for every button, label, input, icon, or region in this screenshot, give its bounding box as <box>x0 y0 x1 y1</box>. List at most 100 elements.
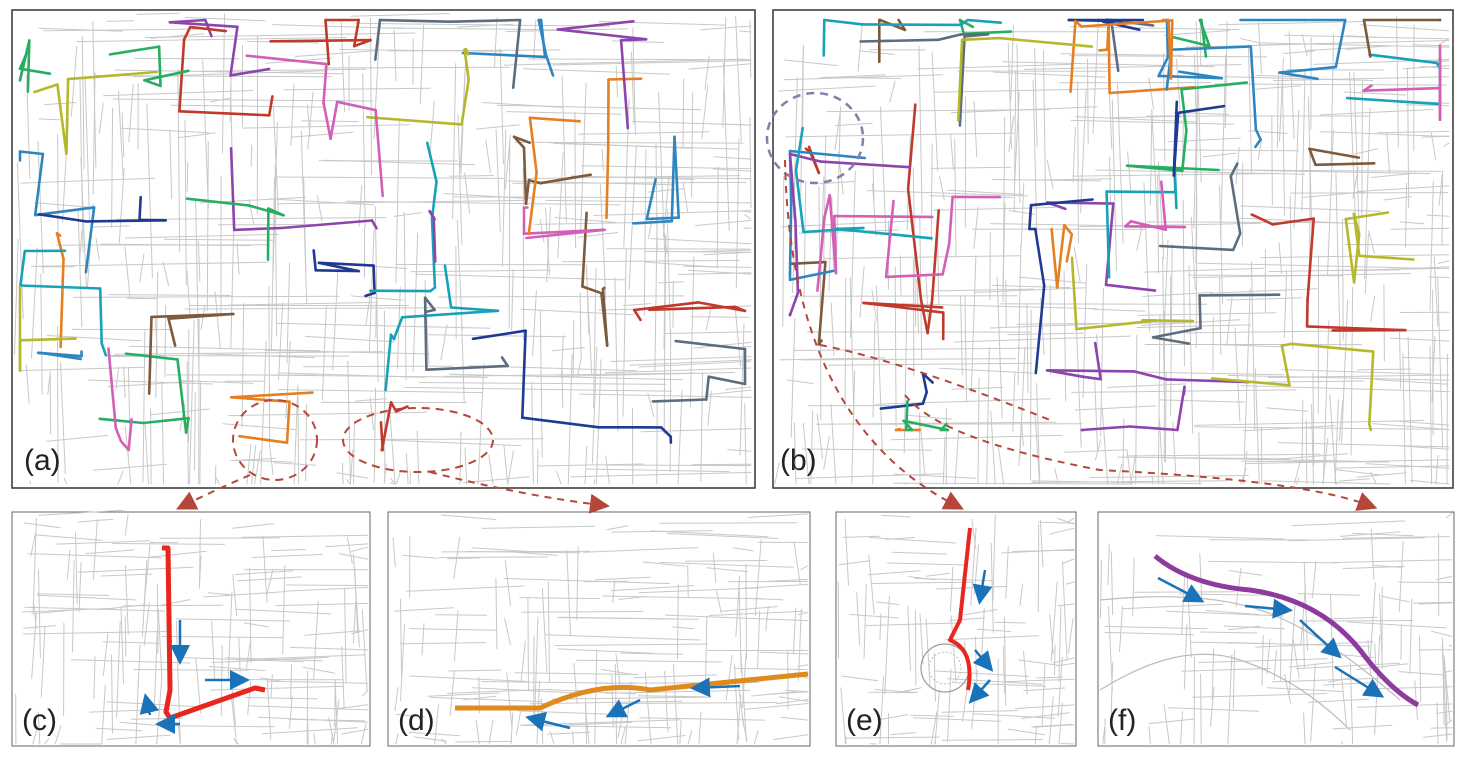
bus-route-segment <box>430 180 438 220</box>
road-segment <box>1209 288 1318 294</box>
road-segment <box>672 664 679 745</box>
bus-route-segment <box>1254 138 1262 149</box>
road-segment <box>266 569 274 596</box>
bus-route-segment <box>1029 198 1094 207</box>
road-segment <box>849 277 855 416</box>
road-segment <box>294 50 378 57</box>
bus-route-segment <box>1308 147 1361 159</box>
road-segment <box>663 246 666 350</box>
bus-route-segment <box>936 33 962 42</box>
road-segment <box>266 680 369 684</box>
bus-route-segment <box>384 333 393 392</box>
road-segment <box>1004 678 1075 683</box>
road-segment <box>522 719 681 726</box>
road-segment <box>211 620 216 680</box>
road-segment <box>283 586 369 592</box>
arrow-icon <box>1299 619 1342 659</box>
road-segment <box>672 626 694 630</box>
road-segment <box>725 386 752 390</box>
road-segment <box>826 109 1050 113</box>
road-segment <box>930 711 938 745</box>
road-segment <box>1057 656 1063 717</box>
road-segment <box>1155 535 1285 540</box>
road-segment <box>933 653 936 702</box>
road-segment <box>582 547 698 553</box>
road-segment <box>533 19 537 61</box>
road-segment <box>851 370 856 485</box>
bus-route-segment <box>1028 203 1033 231</box>
road-segment <box>845 735 847 745</box>
callout-connectors <box>176 159 1378 514</box>
bus-route-segment <box>1109 18 1120 73</box>
bus-route-segment <box>322 62 328 104</box>
bus-route-segment <box>370 219 378 230</box>
road-segment <box>601 149 604 172</box>
road-segment <box>1198 658 1328 663</box>
road-segment <box>400 624 405 702</box>
road-segment <box>1036 676 1063 679</box>
road-segment <box>960 295 963 376</box>
road-segment <box>1014 704 1075 710</box>
bus-route-segment <box>167 312 235 321</box>
road-segment <box>555 470 562 485</box>
road-segment <box>520 308 634 316</box>
road-segment <box>290 131 354 138</box>
road-segment <box>716 590 722 614</box>
road-segment <box>43 28 198 32</box>
bus-route-segment <box>267 207 285 217</box>
road-segment <box>415 273 626 281</box>
arrow-icon <box>690 677 741 698</box>
road-segment <box>1261 635 1264 686</box>
road-segment <box>238 637 241 673</box>
road-segment <box>802 44 804 137</box>
road-segment <box>144 422 149 485</box>
road-segment <box>947 189 1024 195</box>
road-segment <box>198 519 201 589</box>
road-segment <box>1405 104 1450 107</box>
road-segment <box>245 640 251 669</box>
road-segment <box>909 714 954 717</box>
road-segment <box>1260 254 1450 259</box>
road-segment <box>739 210 752 213</box>
road-segment <box>1034 725 1038 745</box>
road-segment <box>243 622 269 628</box>
road-segment <box>1163 239 1169 349</box>
road-segment <box>1361 80 1363 216</box>
road-segment <box>24 522 61 529</box>
bus-route-segment <box>143 69 190 82</box>
road-segment <box>1402 357 1450 359</box>
road-segment <box>1100 287 1104 437</box>
bus-route-segment <box>879 402 925 410</box>
road-segment <box>782 176 785 327</box>
road-segment <box>449 175 494 177</box>
bus-route-segment <box>312 249 318 272</box>
bus-route-segment <box>832 214 934 219</box>
road-segment <box>1117 83 1124 244</box>
road-segment <box>1431 336 1436 402</box>
road-segment <box>580 83 587 234</box>
bus-route-segment <box>1070 256 1078 331</box>
road-segment <box>234 570 294 575</box>
road-segment <box>1245 459 1450 465</box>
arrow-icon <box>972 569 993 605</box>
road-segment <box>161 381 165 485</box>
road-segment <box>38 27 123 32</box>
road-segment <box>964 296 967 403</box>
road-segment <box>1364 107 1371 280</box>
bus-route-segment <box>1271 217 1315 226</box>
road-segment <box>753 730 759 745</box>
road-segment <box>722 62 730 231</box>
road-segment <box>1197 262 1426 269</box>
bus-route-segment <box>33 152 45 217</box>
road-segment <box>632 27 636 135</box>
road-segment <box>362 689 369 697</box>
road-segment <box>838 560 871 566</box>
road-segment <box>933 741 937 745</box>
bus-route-segment <box>423 296 428 372</box>
road-segment <box>270 674 273 698</box>
bus-route-segment <box>926 298 934 335</box>
road-segment <box>1159 399 1245 403</box>
road-segment <box>1262 480 1391 485</box>
roundabout-inner <box>928 651 962 685</box>
road-segment <box>448 373 684 381</box>
